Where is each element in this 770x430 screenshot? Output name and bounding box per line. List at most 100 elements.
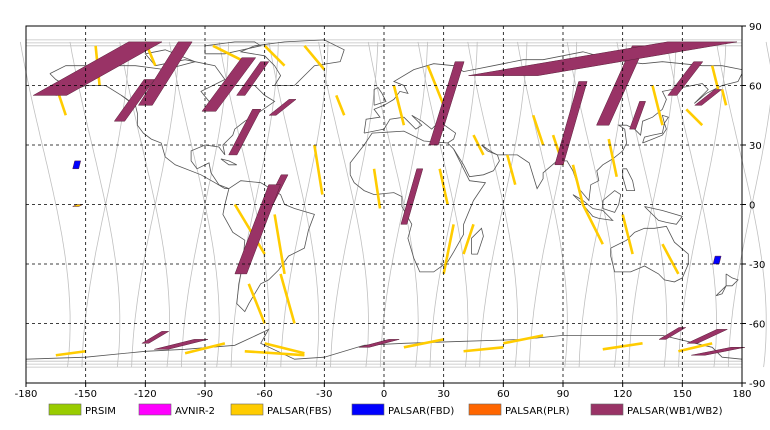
x-tick-label: -180 <box>15 389 38 400</box>
fbs-swath <box>661 243 680 275</box>
fbs-swath <box>184 342 226 355</box>
x-tick-label: 120 <box>613 389 632 400</box>
observation-footprint <box>667 61 704 96</box>
y-tick-label: -30 <box>749 260 765 271</box>
x-tick-label: 0 <box>381 389 387 400</box>
coastline <box>239 39 345 86</box>
y-tick-label: 30 <box>749 141 762 152</box>
coastline <box>349 130 487 273</box>
y-tick-label: 0 <box>749 201 755 212</box>
fbs-swath <box>621 214 634 255</box>
orbit-track <box>666 41 717 368</box>
orbit-track <box>367 41 419 368</box>
observation-footprint <box>428 61 465 146</box>
legend-label: PALSAR(FBD) <box>388 406 454 417</box>
observation-footprint <box>400 168 424 225</box>
coastline <box>25 328 743 360</box>
coastline <box>471 227 484 255</box>
fbs-swath <box>244 349 305 357</box>
coastline <box>715 273 739 297</box>
fbs-swath <box>651 85 664 126</box>
fbs-swath <box>233 203 266 255</box>
fbs-swath <box>55 349 86 357</box>
fbs-swath <box>392 85 406 126</box>
x-tick-label: -150 <box>74 389 97 400</box>
observation-footprint <box>691 347 746 356</box>
fbs-swath <box>438 168 449 205</box>
fbs-swath <box>403 338 444 349</box>
y-tick-label: -90 <box>749 379 765 390</box>
legend-label: PALSAR(FBS) <box>267 406 332 417</box>
fbs-swath <box>372 168 382 209</box>
x-tick-label: 90 <box>557 389 570 400</box>
legend-swatch <box>48 403 82 416</box>
legend-label: PALSAR(WB1/WB2) <box>627 406 723 417</box>
observation-footprint <box>137 41 193 106</box>
legend-label: AVNIR-2 <box>175 406 215 417</box>
orbit-track <box>19 41 71 368</box>
x-tick-label: -90 <box>197 389 213 400</box>
fbs-swath <box>463 346 504 353</box>
y-tick-label: 60 <box>749 82 762 93</box>
orbit-track <box>765 41 770 66</box>
y-tick-label: 90 <box>749 22 762 33</box>
fbs-swath <box>462 223 475 255</box>
fbs-swath <box>263 44 286 67</box>
coastline <box>220 158 237 166</box>
fbs-swath <box>720 89 728 106</box>
fbs-swath <box>279 273 296 324</box>
observation-footprint <box>72 160 82 170</box>
observation-footprint <box>694 89 723 106</box>
observation-footprint <box>629 101 646 130</box>
fbs-swath <box>247 283 266 324</box>
x-tick-label: -120 <box>134 389 157 400</box>
orbit-track <box>467 41 518 368</box>
x-tick-label: 30 <box>437 389 450 400</box>
legend: PRSIM AVNIR-2 PALSAR(FBS) PALSAR(FBD) PALSAR… <box>48 403 723 417</box>
legend-swatch <box>138 403 172 416</box>
coastline <box>373 86 387 106</box>
x-tick-label: 180 <box>732 389 751 400</box>
observation-footprint <box>658 327 687 340</box>
fbs-swath <box>335 94 346 116</box>
x-tick-label: -60 <box>256 389 272 400</box>
observation-footprint <box>468 41 738 76</box>
orbit-track <box>517 41 568 368</box>
x-tick-label: 60 <box>497 389 510 400</box>
legend-swatch <box>468 403 502 416</box>
observation-footprint <box>686 329 728 344</box>
orbit-track <box>119 41 171 368</box>
observation-footprint <box>234 184 281 275</box>
coastline <box>644 206 683 225</box>
coastline <box>610 225 689 283</box>
observation-footprint <box>236 61 270 96</box>
fbs-swath <box>506 154 517 186</box>
legend-label: PALSAR(PLR) <box>505 406 570 417</box>
orbit-track <box>318 41 369 368</box>
fbs-swath <box>531 114 545 146</box>
fbs-swath <box>313 144 324 195</box>
legend-swatch <box>590 403 624 416</box>
observation-footprints <box>32 41 746 356</box>
fbs-swath <box>303 44 326 71</box>
observation-footprint <box>268 99 297 116</box>
observation-footprint <box>140 331 170 344</box>
coastline <box>204 41 262 55</box>
observation-footprint <box>358 339 400 348</box>
observation-footprint <box>201 57 257 112</box>
coastline <box>602 190 622 213</box>
x-tick-label: 150 <box>673 389 692 400</box>
legend-swatch <box>230 403 264 416</box>
y-tick-label: -60 <box>749 320 765 331</box>
fbs-swath <box>212 44 246 63</box>
observation-footprint <box>32 41 163 96</box>
longitude-tick-labels: -180 -150 -120 -90 -60 -30 0 30 60 90 120 150 180 <box>15 383 752 400</box>
fbs-swath <box>442 224 455 275</box>
coastline <box>642 114 670 144</box>
coastline <box>364 114 457 144</box>
fbs-swath <box>685 108 704 127</box>
fbs-swath <box>581 203 604 245</box>
observation-footprint <box>228 109 262 156</box>
